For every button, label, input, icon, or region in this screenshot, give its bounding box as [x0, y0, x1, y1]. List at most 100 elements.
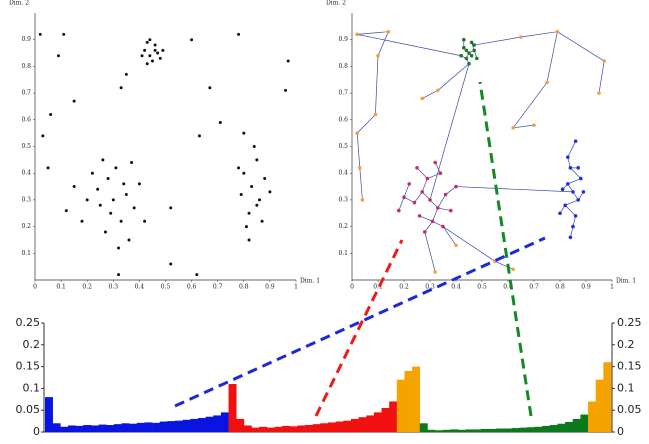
point	[242, 171, 246, 175]
point	[148, 54, 152, 58]
tree-node	[436, 206, 440, 210]
tree-edge	[570, 167, 582, 179]
point	[80, 219, 84, 223]
x-tick-label: 0.2	[399, 284, 409, 291]
y-tick-label: 0.05	[617, 403, 642, 416]
tree-edge	[359, 167, 363, 200]
bar	[366, 415, 375, 432]
bar	[52, 423, 61, 432]
bar	[197, 418, 206, 432]
point	[260, 219, 264, 223]
tree-node	[597, 91, 601, 95]
bar	[480, 428, 489, 432]
point	[284, 88, 288, 92]
bar	[312, 424, 321, 432]
bar	[450, 429, 459, 432]
tree-node	[376, 53, 380, 58]
point	[119, 86, 123, 90]
point	[247, 211, 251, 215]
point	[124, 72, 128, 76]
y-tick-label: 0.25	[617, 316, 642, 329]
x-tick-label: 0.1	[373, 284, 383, 291]
tree-node	[438, 171, 443, 175]
bar	[435, 430, 444, 432]
tree-edge	[375, 55, 379, 115]
tree-node	[467, 51, 471, 55]
bar	[228, 384, 237, 432]
point	[244, 225, 248, 229]
bar	[320, 423, 329, 432]
tree-edge	[427, 172, 441, 179]
bar	[45, 397, 53, 432]
bar	[220, 412, 229, 432]
point	[263, 177, 267, 181]
point	[252, 145, 256, 148]
point	[169, 206, 173, 210]
y-tick-label: 0.5	[21, 143, 31, 150]
bar	[534, 426, 543, 432]
tree-edge	[572, 215, 576, 227]
point	[85, 198, 89, 202]
tree-node	[449, 208, 453, 213]
bar	[396, 379, 405, 432]
point	[190, 38, 194, 42]
x-tick-label: 0.9	[581, 284, 591, 291]
tree-node	[425, 176, 430, 181]
bar	[106, 425, 115, 432]
bar	[297, 425, 306, 432]
tree-node	[420, 190, 425, 194]
tree-node	[433, 160, 438, 165]
y-tick-label: 0.4	[338, 170, 348, 177]
tree-node	[566, 182, 570, 186]
bar	[526, 427, 535, 432]
y-tick-label: 0.1	[23, 381, 41, 394]
tree-node	[402, 195, 406, 200]
tree-edge	[598, 61, 605, 94]
point	[49, 112, 53, 116]
point	[153, 48, 157, 52]
tree-node	[469, 40, 474, 45]
tree-node	[428, 198, 432, 202]
tree-edge	[414, 191, 423, 203]
tree-edge	[416, 167, 428, 179]
point	[46, 166, 50, 170]
point	[119, 219, 123, 223]
point	[122, 182, 126, 186]
point	[247, 238, 251, 242]
tree-node	[430, 219, 435, 224]
bar	[343, 420, 352, 432]
tree-node	[436, 88, 440, 93]
x-tick-label: 0.1	[56, 284, 66, 291]
point	[237, 32, 241, 36]
tree-edge	[455, 186, 574, 193]
point	[145, 62, 149, 66]
bar	[167, 421, 176, 432]
bar	[282, 425, 291, 432]
bar	[542, 425, 551, 432]
bar	[603, 362, 612, 432]
tree-edge	[429, 63, 470, 200]
bar	[159, 421, 168, 432]
y-tick-label: 0.1	[21, 250, 31, 257]
bar	[83, 425, 92, 432]
tree-node	[563, 203, 567, 208]
point	[150, 59, 154, 63]
y-tick-label: 0.6	[21, 116, 31, 123]
point	[109, 211, 113, 215]
point	[218, 120, 222, 124]
tree-node	[579, 176, 583, 181]
x-tick-label: 0.4	[451, 284, 461, 291]
y-tick-label: 0	[617, 425, 624, 438]
bar	[190, 418, 199, 432]
tree-edge	[442, 226, 496, 262]
bar	[519, 427, 528, 432]
point	[96, 187, 100, 191]
tree-edge	[437, 207, 451, 211]
tree-edge	[422, 90, 438, 99]
y-tick-label: 0.25	[16, 316, 41, 329]
bar	[465, 429, 474, 432]
tree-node	[566, 155, 570, 159]
y-tick-label: 0.6	[338, 116, 348, 123]
bar	[213, 415, 222, 432]
